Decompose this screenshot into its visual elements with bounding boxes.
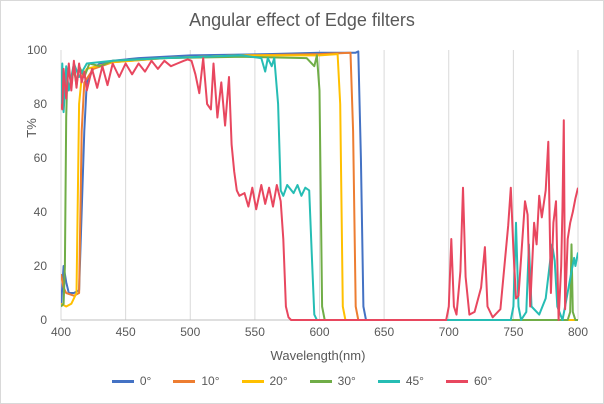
- y-axis-label: T%: [24, 118, 39, 138]
- y-tick-label: 20: [34, 259, 48, 273]
- legend-swatch: [445, 379, 468, 383]
- legend-label: 0°: [139, 374, 152, 388]
- y-tick-label: 80: [34, 97, 48, 111]
- legend-label: 45°: [405, 374, 424, 388]
- legend-item: 60°: [445, 374, 493, 388]
- y-axis: 0 20 40 60 80 100: [27, 43, 47, 327]
- legend-swatch: [173, 379, 196, 383]
- legend-swatch: [309, 379, 332, 383]
- legend-label: 20°: [269, 374, 288, 388]
- x-tick-label: 700: [439, 325, 459, 339]
- x-tick-label: 450: [116, 325, 136, 339]
- legend-swatch: [111, 379, 134, 383]
- x-tick-label: 800: [568, 325, 588, 339]
- legend-item: 10°: [173, 374, 220, 388]
- legend-item: 45°: [377, 374, 424, 388]
- series-line-60deg: [61, 57, 578, 321]
- series-group: [61, 50, 578, 321]
- y-tick-label: 0: [40, 313, 47, 327]
- legend-item: 20°: [241, 374, 288, 388]
- legend-item: 0°: [111, 374, 152, 388]
- x-axis-label: Wavelength(nm): [271, 348, 366, 363]
- x-tick-label: 400: [51, 325, 71, 339]
- chart-legend: 0° 10° 20° 30° 45° 60°: [0, 374, 604, 388]
- y-tick-label: 40: [34, 205, 48, 219]
- y-tick-label: 100: [27, 43, 47, 57]
- legend-swatch: [377, 379, 400, 383]
- x-tick-label: 650: [374, 325, 394, 339]
- x-tick-label: 750: [503, 325, 523, 339]
- x-tick-label: 500: [180, 325, 200, 339]
- legend-label: 10°: [201, 374, 220, 388]
- x-tick-label: 550: [245, 325, 265, 339]
- legend-swatch: [241, 379, 264, 383]
- x-axis: 400 450 500 550 600 650 700 750 800: [51, 319, 588, 339]
- legend-item: 30°: [309, 374, 356, 388]
- y-tick-label: 60: [34, 151, 48, 165]
- legend-label: 60°: [473, 374, 493, 388]
- x-tick-label: 600: [309, 325, 329, 339]
- legend-label: 30°: [337, 374, 356, 388]
- chart-title: Angular effect of Edge filters: [189, 10, 415, 30]
